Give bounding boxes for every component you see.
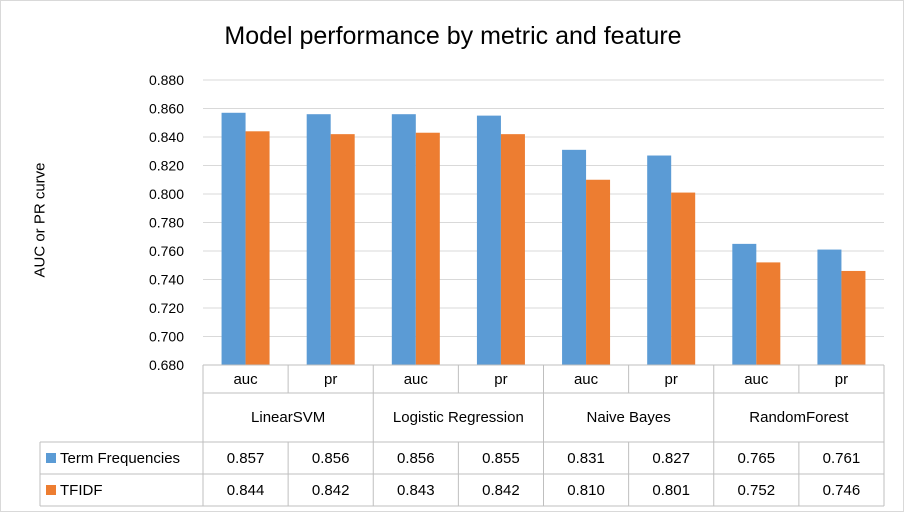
y-tick-label: 0.820 — [149, 158, 184, 174]
group-label: Logistic Regression — [393, 409, 524, 426]
data-label: 0.752 — [738, 482, 776, 499]
data-label: 0.761 — [823, 450, 861, 467]
y-tick-label: 0.800 — [149, 186, 184, 202]
data-label: 0.842 — [312, 482, 350, 499]
data-label: 0.855 — [482, 450, 520, 467]
data-label: 0.827 — [652, 450, 690, 467]
x-tick-label: pr — [324, 371, 337, 388]
y-tick-label: 0.760 — [149, 243, 184, 259]
y-tick-label: 0.880 — [149, 72, 184, 88]
bar — [817, 249, 842, 365]
x-tick-label: pr — [494, 371, 507, 388]
x-tick-label: pr — [665, 371, 678, 388]
data-label: 0.856 — [312, 450, 350, 467]
legend-key — [46, 453, 56, 463]
bar — [245, 131, 270, 365]
legend-label: TFIDF — [60, 482, 103, 499]
bar — [500, 134, 525, 365]
y-tick-label: 0.720 — [149, 300, 184, 316]
bar — [391, 114, 416, 365]
data-label: 0.856 — [397, 450, 435, 467]
y-tick-label: 0.860 — [149, 101, 184, 117]
x-tick-label: auc — [744, 371, 769, 388]
x-tick-label: pr — [835, 371, 848, 388]
bar — [671, 192, 696, 365]
bar — [221, 112, 246, 366]
data-label: 0.831 — [567, 450, 605, 467]
bar — [562, 149, 587, 365]
x-tick-label: auc — [574, 371, 599, 388]
legend-key — [46, 485, 56, 495]
x-tick-label: auc — [404, 371, 429, 388]
data-label: 0.810 — [567, 482, 605, 499]
data-label: 0.801 — [652, 482, 690, 499]
group-label: Naive Bayes — [587, 409, 671, 426]
group-label: LinearSVM — [251, 409, 325, 426]
group-label: RandomForest — [749, 409, 849, 426]
y-tick-label: 0.740 — [149, 272, 184, 288]
y-tick-label: 0.780 — [149, 215, 184, 231]
chart-title: Model performance by metric and feature — [224, 22, 682, 50]
data-label: 0.746 — [823, 482, 861, 499]
data-label: 0.842 — [482, 482, 520, 499]
data-label: 0.843 — [397, 482, 435, 499]
data-label: 0.844 — [227, 482, 265, 499]
y-tick-label: 0.840 — [149, 129, 184, 145]
x-tick-label: auc — [233, 371, 258, 388]
data-label: 0.765 — [738, 450, 776, 467]
data-label: 0.857 — [227, 450, 265, 467]
bar — [732, 243, 757, 365]
bar — [306, 114, 331, 365]
bar — [647, 155, 672, 365]
y-tick-label: 0.700 — [149, 329, 184, 345]
legend-label: Term Frequencies — [60, 450, 180, 467]
bar — [415, 132, 440, 365]
bar — [330, 134, 355, 365]
y-tick-label: 0.680 — [149, 357, 184, 373]
bar — [586, 179, 611, 365]
bar — [756, 262, 781, 365]
bar — [841, 270, 866, 365]
bar — [476, 115, 501, 365]
